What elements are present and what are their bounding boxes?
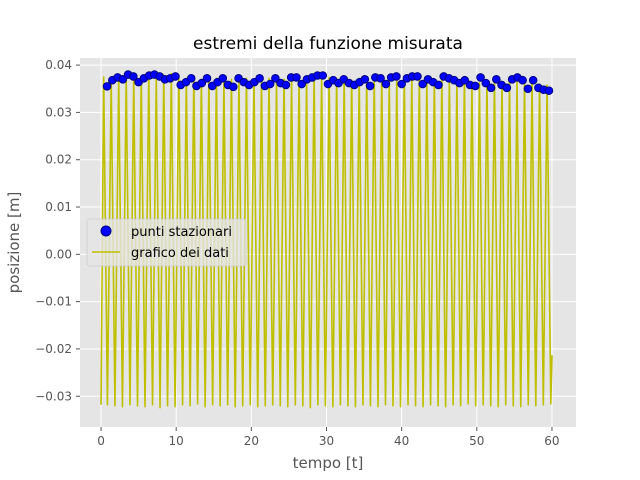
y-tick-label: 0.01	[45, 200, 72, 214]
x-ticks: 0 10 20 30 40 50 60	[97, 427, 560, 448]
series-line-grafico-dei-dati	[100, 72, 553, 409]
data-point-punti-stazionari	[218, 74, 228, 83]
data-point-punti-stazionari	[292, 73, 301, 82]
x-tick-label: 30	[319, 434, 334, 448]
data-point-punti-stazionari	[265, 79, 275, 89]
data-point-punti-stazionari	[381, 79, 391, 89]
legend-marker-punti-stazionari	[100, 225, 112, 237]
data-point-punti-stazionari	[476, 73, 485, 82]
x-tick-label: 50	[469, 434, 484, 448]
data-point-punti-stazionari	[544, 86, 554, 95]
x-tick-label: 40	[394, 434, 409, 448]
data-point-punti-stazionari	[376, 74, 385, 83]
data-point-punti-stazionari	[186, 74, 196, 83]
data-point-punti-stazionari	[365, 81, 375, 91]
x-tick-label: 0	[97, 434, 105, 448]
data-point-punti-stazionari	[297, 79, 307, 89]
data-point-punti-stazionari	[481, 78, 491, 88]
y-tick-label: 0.02	[45, 153, 72, 167]
y-tick-label: 0.00	[45, 247, 72, 261]
data-point-punti-stazionari	[486, 83, 496, 93]
legend-label-punti-stazionari: punti stazionari	[131, 225, 232, 240]
x-tick-label: 10	[169, 434, 184, 448]
data-point-punti-stazionari	[460, 75, 470, 85]
data-point-punti-stazionari	[418, 79, 427, 89]
x-tick-label: 20	[244, 434, 259, 448]
data-point-punti-stazionari	[360, 74, 370, 84]
data-point-punti-stazionari	[129, 72, 138, 81]
legend-label-grafico-dei-dati: grafico dei dati	[131, 246, 229, 261]
data-point-punti-stazionari	[102, 82, 112, 91]
y-tick-label: −0.02	[35, 342, 72, 356]
y-tick-label: −0.01	[35, 295, 72, 309]
data-point-punti-stazionari	[318, 71, 328, 80]
legend-box	[86, 218, 247, 267]
chart-title: estremi della funzione misurata	[193, 34, 463, 54]
data-point-punti-stazionari	[118, 74, 128, 84]
data-point-punti-stazionari	[171, 72, 180, 81]
y-ticks: 0.04 0.03 0.02 0.01 0.00 −0.01 −0.02 −0.03	[35, 58, 80, 403]
y-tick-label: 0.04	[45, 58, 72, 72]
y-tick-label: −0.03	[35, 389, 72, 403]
x-tick-label: 60	[544, 434, 559, 448]
y-tick-label: 0.03	[45, 105, 72, 119]
data-point-punti-stazionari	[518, 75, 527, 85]
data-point-punti-stazionari	[492, 74, 501, 84]
data-point-punti-stazionari	[255, 74, 264, 83]
data-point-punti-stazionari	[229, 82, 238, 92]
y-axis-label: posizione [m]	[5, 192, 23, 294]
x-axis-label: tempo [t]	[293, 454, 364, 472]
data-point-punti-stazionari	[528, 75, 538, 85]
data-point-punti-stazionari	[392, 72, 401, 81]
data-point-punti-stazionari	[281, 80, 291, 90]
data-point-punti-stazionari	[397, 79, 406, 89]
legend: punti stazionari grafico dei dati	[86, 218, 247, 267]
data-point-punti-stazionari	[271, 74, 280, 83]
data-point-punti-stazionari	[502, 83, 512, 93]
data-point-punti-stazionari	[523, 84, 533, 94]
data-point-punti-stazionari	[197, 78, 207, 88]
data-point-punti-stazionari	[413, 72, 422, 81]
data-point-punti-stazionari	[471, 81, 480, 91]
marker-layer	[102, 70, 554, 95]
data-point-punti-stazionari	[202, 74, 212, 83]
data-point-punti-stazionari	[434, 80, 443, 90]
data-layer	[100, 72, 553, 409]
